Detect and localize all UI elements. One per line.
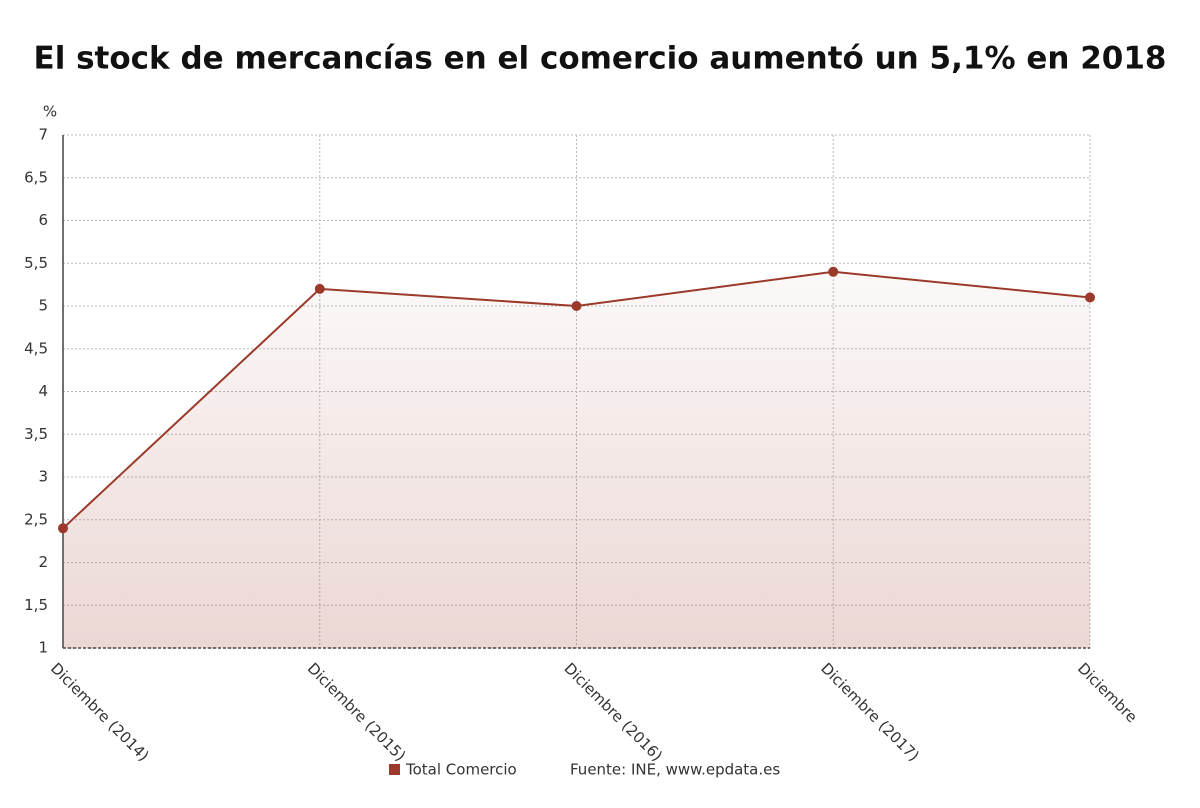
source: Fuente: INE, www.epdata.es [570,761,780,779]
y-tick-label: 2 [38,553,48,571]
legend-label: Total Comercio [405,761,517,779]
y-tick-label: 3 [38,468,48,486]
y-tick-label: 4,5 [24,339,48,357]
legend-swatch [389,764,400,775]
point [58,523,68,534]
x-tick-label: Diciembre (2014) [47,659,153,765]
x-tick-label: Diciembre (2015) [304,659,410,765]
y-tick-label: 6,5 [24,168,48,186]
x-tick-label: Diciembre [1074,659,1141,726]
y-tick-label: 2,5 [24,510,48,528]
y-tick-label: 1,5 [24,596,48,614]
y-axis-label: % [43,103,57,121]
y-tick-label: 5,5 [24,254,48,272]
y-tick-label: 7 [38,126,48,144]
y-tick-label: 3,5 [24,425,48,443]
point [828,266,839,277]
point [571,301,582,311]
y-tick-label: 1 [38,639,48,657]
y-tick-label: 6 [38,211,48,229]
x-tick-label: Diciembre (2017) [817,659,923,765]
point [314,283,325,294]
x-tick-label: Diciembre (2016) [560,659,666,765]
y-tick-label: 5 [38,297,48,315]
y-tick-label: 4 [38,382,48,400]
point [1085,292,1095,303]
chart-title: El stock de mercancías en el comercio au… [34,41,1167,77]
area [63,271,1090,648]
